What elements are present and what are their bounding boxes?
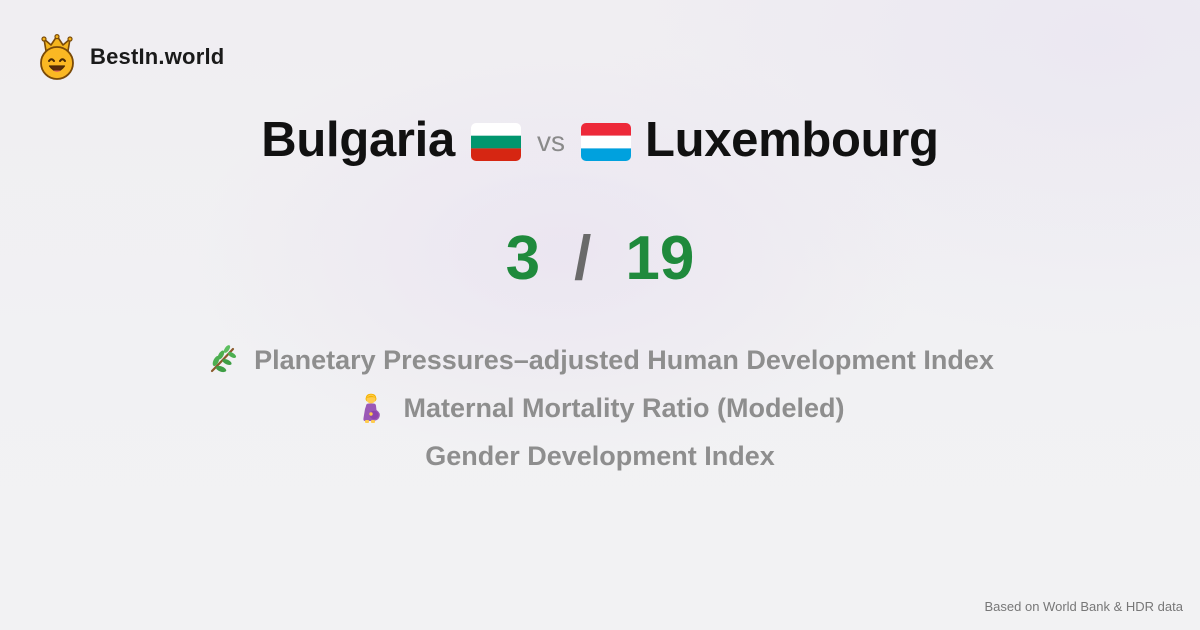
vs-label: vs (536, 126, 565, 157)
metric-item: Planetary Pressures–adjusted Human Devel… (0, 336, 1200, 384)
country-matchup: Bulgaria vs Luxembourg (0, 108, 1200, 172)
score-separator: / (574, 223, 592, 293)
score-display: 3 / 19 (0, 218, 1200, 298)
luxembourg-flag-icon (580, 123, 631, 161)
country-right-name[interactable]: Luxembourg (644, 113, 939, 167)
metric-label: Maternal Mortality Ratio (Modeled) (403, 392, 845, 423)
brand-name: BestIn.world (90, 44, 225, 69)
pregnant-woman-icon (363, 393, 381, 423)
herb-icon (211, 345, 237, 373)
country-left-name[interactable]: Bulgaria (261, 113, 455, 167)
metric-label: Gender Development Index (425, 440, 775, 471)
metric-label: Planetary Pressures–adjusted Human Devel… (254, 344, 994, 375)
brand-logo[interactable]: BestIn.world (38, 34, 224, 80)
bulgaria-flag-icon (470, 123, 521, 161)
metrics-list: Planetary Pressures–adjusted Human Devel… (0, 336, 1200, 480)
metric-item: Maternal Mortality Ratio (Modeled) (0, 384, 1200, 432)
data-attribution: Based on World Bank & HDR data (984, 599, 1183, 614)
metric-item: Gender Development Index (0, 432, 1200, 480)
score-right: 19 (625, 223, 695, 293)
crowned-smiley-icon (40, 34, 74, 80)
score-left: 3 (505, 223, 541, 293)
